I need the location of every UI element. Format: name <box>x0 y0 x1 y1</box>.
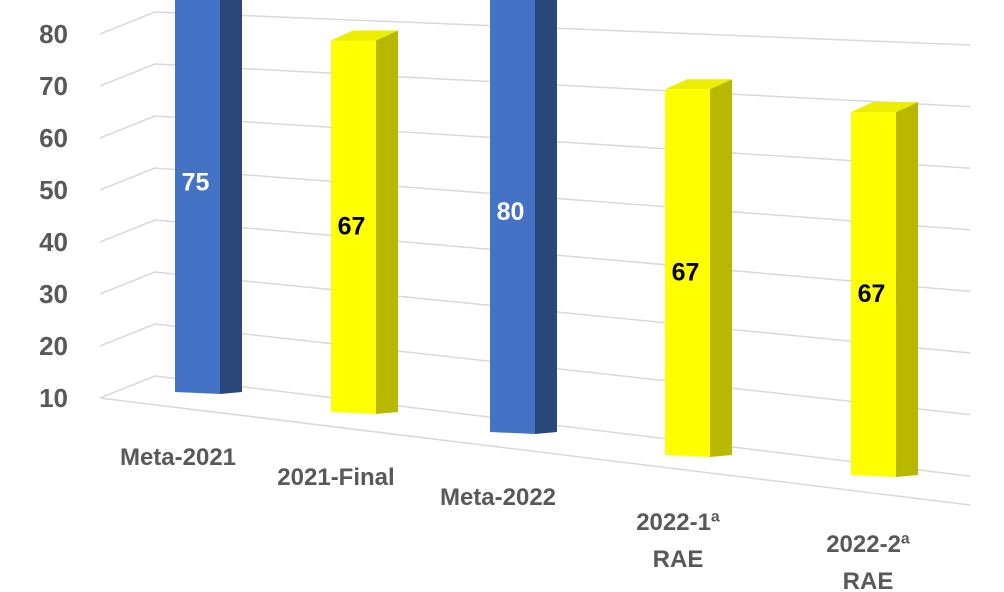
x-category-label: 2022-1ª <box>636 509 720 536</box>
x-category-label: Meta-2022 <box>440 484 556 511</box>
gridline-side <box>99 323 156 347</box>
gridline <box>154 63 971 108</box>
data-label: 80 <box>497 198 525 226</box>
bar <box>851 112 896 477</box>
gridline <box>154 375 971 477</box>
gridline-side <box>99 63 156 87</box>
bar-top <box>331 30 398 41</box>
bar-side <box>220 0 242 394</box>
gridline <box>154 219 971 293</box>
x-category-label: RAE <box>843 568 894 592</box>
bar-side <box>896 102 918 477</box>
bar <box>175 0 220 394</box>
gridline-side <box>99 375 156 399</box>
y-tick-label: 30 <box>39 279 68 309</box>
data-label: 67 <box>672 258 700 286</box>
bar-top <box>665 79 732 90</box>
gridline-side <box>99 167 156 191</box>
bar-group: 80 <box>490 0 557 434</box>
x-category-label: 2021-Final <box>277 464 394 491</box>
bar <box>331 40 376 415</box>
bar-group: 75 <box>175 0 242 394</box>
gridline-side <box>99 11 156 35</box>
gridline <box>154 167 971 231</box>
bar-top <box>851 102 918 113</box>
data-label: 75 <box>182 169 210 197</box>
gridline <box>154 323 971 416</box>
data-label: 67 <box>858 280 886 308</box>
floor-edge <box>99 397 971 506</box>
y-axis-ticks: 10 20 30 40 50 60 70 80 <box>39 19 68 413</box>
gridline-side <box>99 115 156 139</box>
x-category-label: 2022-2ª <box>826 531 910 558</box>
bar-group: 67 <box>851 102 918 477</box>
bar-side <box>535 0 557 434</box>
bar-side <box>376 30 398 415</box>
bar-group: 67 <box>331 30 398 415</box>
x-axis-categories: Meta-2021 2021-Final Meta-2022 2022-1ª RAE 20… <box>120 444 910 592</box>
y-tick-label: 20 <box>39 331 68 361</box>
gridline-side <box>99 219 156 243</box>
y-tick-label: 40 <box>39 227 68 257</box>
x-category-label: RAE <box>653 546 704 573</box>
gridline <box>154 271 971 354</box>
y-tick-label: 80 <box>39 19 68 49</box>
x-category-label: Meta-2021 <box>120 444 236 471</box>
bar-group: 67 <box>665 79 732 457</box>
bar <box>665 89 710 457</box>
bar-side <box>710 79 732 457</box>
y-tick-label: 60 <box>39 123 68 153</box>
bar <box>490 0 535 434</box>
y-tick-label: 10 <box>39 383 68 413</box>
gridlines <box>99 11 971 506</box>
bars: 75 67 80 67 67 <box>175 0 918 477</box>
gridline <box>154 115 971 169</box>
y-tick-label: 70 <box>39 71 68 101</box>
y-tick-label: 50 <box>39 175 68 205</box>
data-label: 67 <box>338 213 366 241</box>
gridline <box>154 11 971 46</box>
gridline-side <box>99 271 156 295</box>
